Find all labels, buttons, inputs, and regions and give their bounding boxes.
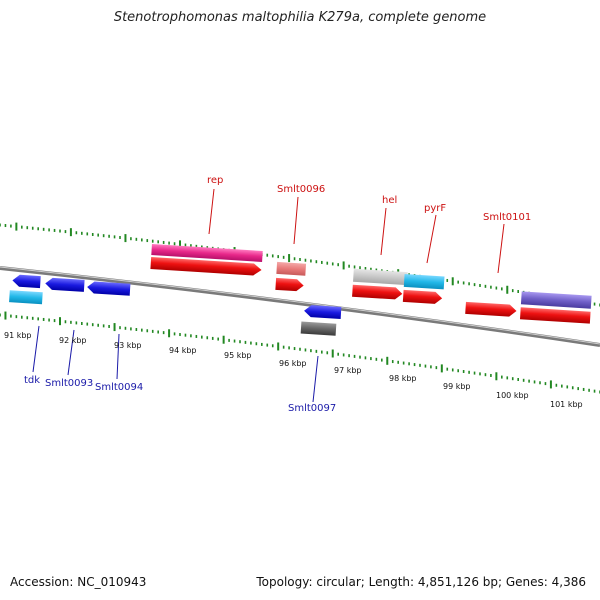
cds-smlt0096[interactable] xyxy=(275,277,304,292)
cds-smlt0102[interactable] xyxy=(519,307,591,324)
accession-text: Accession: NC_010943 xyxy=(10,575,147,589)
label-smlt0093[interactable]: Smlt0093 xyxy=(45,378,93,389)
label-pyrF[interactable]: pyrF xyxy=(424,203,446,214)
gene-violet[interactable] xyxy=(520,291,592,309)
label-tdk[interactable]: tdk xyxy=(24,375,40,386)
kbp-label: 94 kbp xyxy=(169,346,197,355)
kbp-label: 96 kbp xyxy=(279,359,307,368)
kbp-label: 99 kbp xyxy=(443,382,471,391)
reverse-genes[interactable] xyxy=(8,274,342,336)
label-hel[interactable]: hel xyxy=(382,195,397,206)
genome-backbone-highlight xyxy=(0,266,600,345)
label-smlt0096[interactable]: Smlt0096 xyxy=(277,184,325,195)
cds-smlt0097[interactable] xyxy=(304,305,342,320)
kbp-label: 101 kbp xyxy=(550,400,583,409)
cds-tdk[interactable] xyxy=(12,274,41,289)
genome-summary-text: Topology: circular; Length: 4,851,126 bp… xyxy=(256,575,586,589)
label-smlt0094[interactable]: Smlt0094 xyxy=(95,382,143,393)
gene-smlt0097[interactable] xyxy=(300,321,337,336)
gene-rep[interactable] xyxy=(151,244,263,262)
genome-backbone xyxy=(0,266,600,347)
cds-hel[interactable] xyxy=(352,284,403,300)
kbp-label: 98 kbp xyxy=(389,374,417,383)
kbp-label: 92 kbp xyxy=(59,336,87,345)
label-rep[interactable]: rep xyxy=(207,175,223,186)
label-smlt0101[interactable]: Smlt0101 xyxy=(483,212,531,223)
gene-hel[interactable] xyxy=(353,268,408,286)
kbp-label: 93 kbp xyxy=(114,341,142,350)
kbp-label: 91 kbp xyxy=(4,331,32,340)
lower-tick-track xyxy=(0,311,600,394)
gene-pyrF[interactable] xyxy=(403,273,445,290)
forward-label-leaders xyxy=(208,188,505,274)
cds-smlt0094[interactable] xyxy=(87,281,131,296)
kbp-label: 95 kbp xyxy=(224,351,252,360)
reverse-label-leaders xyxy=(32,325,319,403)
gene-tdk[interactable] xyxy=(9,290,43,305)
cds-smlt0101[interactable] xyxy=(465,301,517,317)
label-smlt0097[interactable]: Smlt0097 xyxy=(288,403,336,414)
cds-smlt0093[interactable] xyxy=(45,277,85,292)
cds-rep[interactable] xyxy=(150,256,262,276)
kbp-scale: 91 kbp 92 kbp 93 kbp 94 kbp 95 kbp 96 kb… xyxy=(4,331,583,409)
forward-genes[interactable] xyxy=(149,244,593,324)
gene-smlt0096[interactable] xyxy=(276,261,307,276)
kbp-label: 97 kbp xyxy=(334,366,362,375)
genome-title: Stenotrophomonas maltophilia K279a, comp… xyxy=(113,10,487,25)
cds-pyrF[interactable] xyxy=(402,289,443,304)
kbp-label: 100 kbp xyxy=(496,391,529,400)
